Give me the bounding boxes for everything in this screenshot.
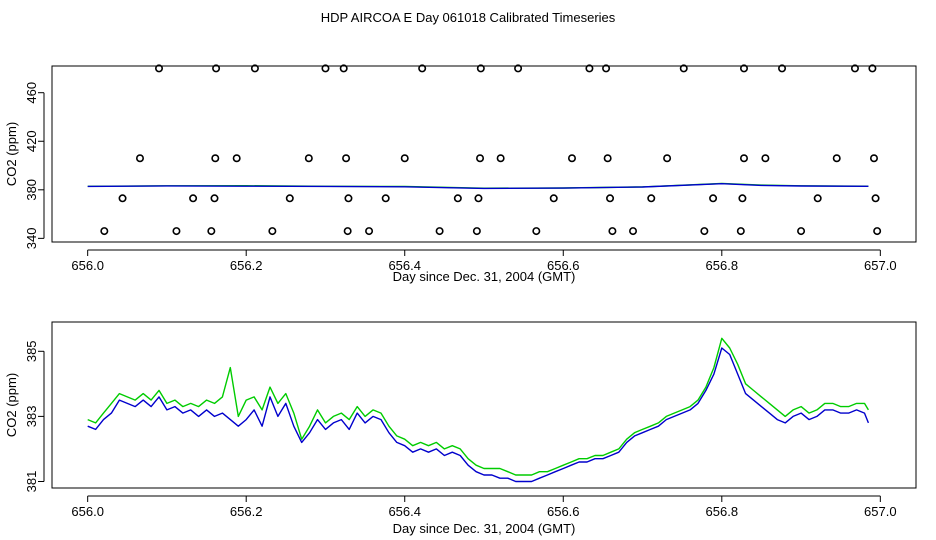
chart-top: 656.0 656.2 656.4 656.6 656.8 657.0 340 380 420…: [4, 64, 917, 284]
x-tick-label: 657.0: [864, 258, 897, 273]
x-tick-label: 656.6: [547, 258, 580, 273]
outlier-point: [285, 194, 294, 203]
y-axis-label-top: CO2 (ppm): [4, 122, 19, 186]
outlier-point: [476, 154, 485, 163]
outlier-point: [606, 194, 615, 203]
x-tick-label: 656.4: [388, 504, 421, 519]
outlier-point: [871, 194, 880, 203]
x-tick-label: 656.2: [230, 258, 263, 273]
x-tick-label: 656.0: [71, 258, 104, 273]
outlier-point: [679, 64, 688, 73]
outlier-point: [736, 227, 745, 236]
x-tick-label: 656.8: [706, 504, 739, 519]
outlier-point: [739, 64, 748, 73]
outlier-point: [532, 227, 541, 236]
outlier-point: [778, 64, 787, 73]
series-line-blue: [87, 347, 870, 483]
series-line-green: [87, 337, 870, 476]
y-tick-label: 420: [24, 130, 39, 152]
outlier-point: [514, 64, 523, 73]
outlier-point: [268, 227, 277, 236]
outlier-point: [608, 227, 617, 236]
series-lines-bottom: [87, 337, 870, 483]
outlier-point: [207, 227, 216, 236]
outlier-point: [211, 154, 220, 163]
outlier-point: [212, 64, 221, 73]
outlier-point: [135, 154, 144, 163]
outlier-point: [850, 64, 859, 73]
outlier-point: [304, 154, 313, 163]
outlier-point: [739, 154, 748, 163]
x-tick-label: 656.8: [706, 258, 739, 273]
outlier-point: [873, 227, 882, 236]
outlier-point: [868, 64, 877, 73]
figure-title: HDP AIRCOA E Day 061018 Calibrated Times…: [321, 10, 616, 25]
x-tick-label: 657.0: [864, 504, 897, 519]
outlier-point: [344, 194, 353, 203]
plot-frame-bottom: [51, 321, 917, 489]
outlier-point: [602, 64, 611, 73]
outlier-point: [647, 194, 656, 203]
chart-bottom: 656.0 656.2 656.4 656.6 656.8 657.0 381 383 385…: [4, 321, 917, 536]
outlier-point: [869, 154, 878, 163]
y-tick-label: 340: [24, 228, 39, 250]
outlier-point: [709, 194, 718, 203]
outlier-point: [343, 227, 352, 236]
outlier-point: [342, 154, 351, 163]
outlier-point: [118, 194, 127, 203]
y-tick-label: 460: [24, 82, 39, 104]
outlier-point: [155, 64, 164, 73]
outlier-point: [738, 194, 747, 203]
outlier-point: [321, 64, 330, 73]
outlier-point: [663, 154, 672, 163]
y-axis-top: 340 380 420 460: [24, 82, 45, 250]
outlier-point: [250, 64, 259, 73]
outlier-point: [797, 227, 806, 236]
plot-frame-top: [51, 65, 917, 243]
outlier-point: [100, 227, 109, 236]
x-axis-label-bottom: Day since Dec. 31, 2004 (GMT): [393, 521, 576, 536]
outlier-point: [381, 194, 390, 203]
outlier-point: [585, 64, 594, 73]
x-tick-label: 656.4: [388, 258, 421, 273]
series-lines-top: [87, 182, 869, 190]
y-tick-label: 385: [24, 340, 39, 362]
outlier-point: [418, 64, 427, 73]
y-tick-label: 381: [24, 471, 39, 493]
outlier-point: [549, 194, 558, 203]
x-axis-top: 656.0 656.2 656.4 656.6 656.8 657.0: [71, 249, 897, 273]
outlier-point: [210, 194, 219, 203]
y-tick-label: 383: [24, 406, 39, 428]
outlier-point: [832, 154, 841, 163]
outlier-point: [761, 154, 770, 163]
outlier-point: [603, 154, 612, 163]
outlier-point: [189, 194, 198, 203]
scatter-points-top: [100, 64, 882, 236]
y-axis-bottom: 381 383 385: [24, 340, 45, 493]
outlier-point: [472, 227, 481, 236]
outlier-point: [400, 154, 409, 163]
outlier-point: [567, 154, 576, 163]
outlier-point: [365, 227, 374, 236]
outlier-point: [232, 154, 241, 163]
x-axis-label-top: Day since Dec. 31, 2004 (GMT): [393, 269, 576, 284]
outlier-point: [339, 64, 348, 73]
y-axis-label-bottom: CO2 (ppm): [4, 373, 19, 437]
outlier-point: [629, 227, 638, 236]
outlier-point: [700, 227, 709, 236]
outlier-point: [476, 64, 485, 73]
x-axis-bottom: 656.0 656.2 656.4 656.6 656.8 657.0: [71, 495, 897, 519]
x-tick-label: 656.0: [71, 504, 104, 519]
outlier-point: [172, 227, 181, 236]
outlier-point: [435, 227, 444, 236]
x-tick-label: 656.2: [230, 504, 263, 519]
outlier-point: [496, 154, 505, 163]
outlier-point: [453, 194, 462, 203]
y-tick-label: 380: [24, 179, 39, 201]
outlier-point: [474, 194, 483, 203]
series-line-blue: [87, 182, 869, 190]
outlier-point: [813, 194, 822, 203]
x-tick-label: 656.6: [547, 504, 580, 519]
